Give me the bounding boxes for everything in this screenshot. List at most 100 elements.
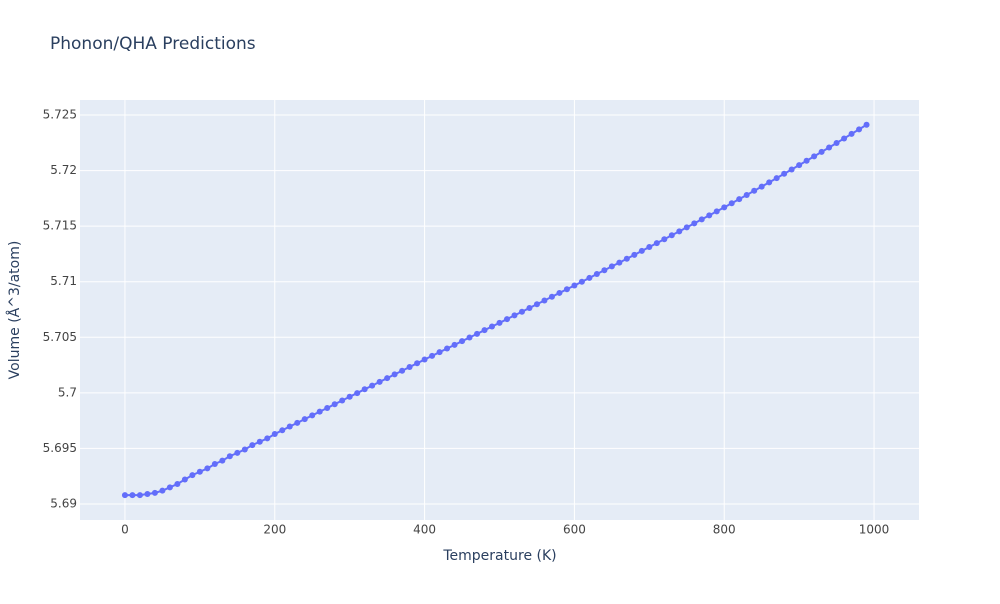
data-point [489,323,496,330]
data-point [294,419,301,426]
data-point [369,382,376,389]
y-axis-label: Volume (Å^3/atom) [6,241,23,380]
data-point [174,480,181,487]
data-point [683,224,690,231]
plot-area [80,100,919,520]
y-tick-label: 5.695 [43,441,77,455]
data-point [503,316,510,323]
data-point [668,232,675,239]
data-point [818,148,825,155]
data-point [159,487,166,494]
data-point [728,200,735,207]
data-point [863,121,870,128]
data-point [856,126,863,133]
data-point [451,341,458,348]
data-point [429,352,436,359]
data-point [518,308,525,315]
data-point [616,259,623,266]
data-point [601,267,608,274]
data-point [796,162,803,169]
data-point [144,490,151,497]
data-point [481,327,488,334]
data-point [406,363,413,370]
y-tick-label: 5.71 [50,274,77,288]
data-point [271,430,278,437]
data-point [286,423,293,430]
data-point [316,408,323,415]
x-tick-label: 1000 [859,523,890,537]
data-point [166,484,173,491]
x-tick-label: 400 [413,523,436,537]
x-axis-label: Temperature (K) [442,548,556,564]
y-tick-label: 5.7 [58,385,77,399]
data-point [811,153,818,160]
data-point [721,204,728,211]
data-point [309,412,316,419]
data-point [301,416,308,423]
data-point [646,244,653,251]
data-point [219,457,226,464]
data-point [758,183,765,190]
data-point [204,465,211,472]
data-point [766,179,773,186]
chart-title: Phonon/QHA Predictions [50,34,256,54]
data-point [676,228,683,235]
data-point [608,263,615,270]
data-point [391,371,398,378]
data-point [736,196,743,203]
data-point [691,220,698,227]
data-point [466,334,473,341]
data-point [384,375,391,382]
data-point [241,446,248,453]
y-tick-label: 5.705 [43,330,77,344]
data-point [533,301,540,308]
data-point [444,345,451,352]
data-point [563,286,570,293]
data-point [541,297,548,304]
data-point [354,390,361,397]
data-point [436,349,443,356]
data-point [414,360,421,367]
data-point [249,442,256,449]
data-point [211,460,218,467]
data-point [421,356,428,363]
data-point [548,293,555,300]
data-point [826,144,833,151]
data-line [124,123,868,497]
data-point [781,170,788,177]
data-point [181,476,188,483]
data-point [361,386,368,393]
data-point [136,492,143,499]
data-point [189,472,196,479]
data-point [129,492,136,499]
data-point [331,401,338,408]
data-point [571,282,578,289]
data-point [653,240,660,247]
data-point [788,166,795,173]
data-point [376,378,383,385]
data-point [511,312,518,319]
data-point [661,236,668,243]
data-point [234,449,241,456]
data-point [196,468,203,475]
data-point [623,255,630,262]
y-tick-label: 5.69 [50,496,77,510]
data-point [698,216,705,223]
data-point [226,453,233,460]
x-tick-label: 0 [121,523,129,537]
data-point [593,271,600,278]
data-point [638,247,645,254]
data-point [399,367,406,374]
y-tick-label: 5.725 [43,108,77,122]
y-tick-label: 5.715 [43,219,77,233]
x-tick-label: 800 [713,523,736,537]
data-point [474,330,481,337]
data-point [264,435,271,442]
data-point [841,135,848,142]
data-point [151,489,158,496]
data-point [556,289,563,296]
data-point [324,404,331,411]
data-point [833,140,840,147]
data-point [706,212,713,219]
